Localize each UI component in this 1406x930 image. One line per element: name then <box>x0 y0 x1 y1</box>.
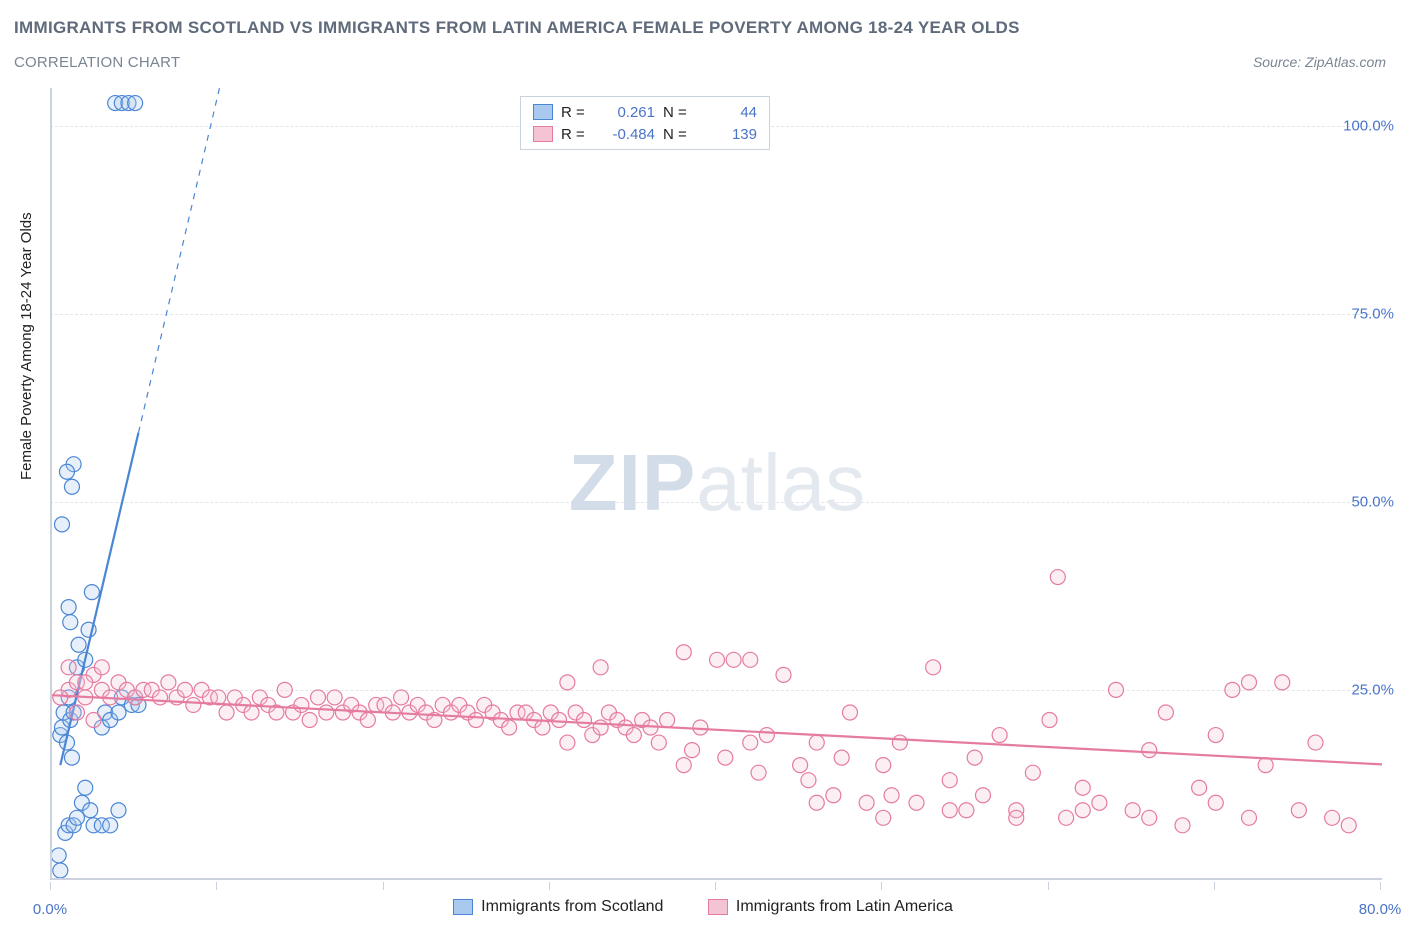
legend-item-latin: Immigrants from Latin America <box>708 898 953 916</box>
n-label: N = <box>663 126 691 143</box>
x-tick <box>216 882 217 890</box>
x-tick <box>549 882 550 890</box>
legend-item-scotland: Immigrants from Scotland <box>453 898 663 916</box>
x-tick <box>1048 882 1049 890</box>
swatch-scotland <box>453 899 473 915</box>
n-value: 139 <box>699 126 757 143</box>
correlation-legend: R = 0.261 N = 44 R = -0.484 N = 139 <box>520 96 770 150</box>
x-tick <box>881 882 882 890</box>
chart-container: IMMIGRANTS FROM SCOTLAND VS IMMIGRANTS F… <box>0 0 1406 930</box>
legend-row-latin: R = -0.484 N = 139 <box>533 123 757 145</box>
legend-label: Immigrants from Latin America <box>736 898 953 916</box>
legend-row-scotland: R = 0.261 N = 44 <box>533 101 757 123</box>
n-value: 44 <box>699 104 757 121</box>
x-tick <box>1380 882 1381 890</box>
r-label: R = <box>561 126 589 143</box>
plot-svg <box>52 88 1382 878</box>
r-label: R = <box>561 104 589 121</box>
chart-title: IMMIGRANTS FROM SCOTLAND VS IMMIGRANTS F… <box>14 18 1020 38</box>
plot-area: ZIPatlas <box>50 88 1382 880</box>
chart-subtitle: CORRELATION CHART <box>14 54 180 71</box>
y-axis-label: Female Poverty Among 18-24 Year Olds <box>18 212 35 480</box>
source-attribution: Source: ZipAtlas.com <box>1253 54 1386 70</box>
swatch-latin <box>708 899 728 915</box>
series-legend: Immigrants from Scotland Immigrants from… <box>0 898 1406 920</box>
x-tick <box>715 882 716 890</box>
swatch-scotland <box>533 104 553 120</box>
r-value: -0.484 <box>597 126 655 143</box>
x-tick <box>1214 882 1215 890</box>
r-value: 0.261 <box>597 104 655 121</box>
x-tick <box>383 882 384 890</box>
legend-label: Immigrants from Scotland <box>481 898 663 916</box>
swatch-latin <box>533 126 553 142</box>
n-label: N = <box>663 104 691 121</box>
x-tick <box>50 882 51 890</box>
